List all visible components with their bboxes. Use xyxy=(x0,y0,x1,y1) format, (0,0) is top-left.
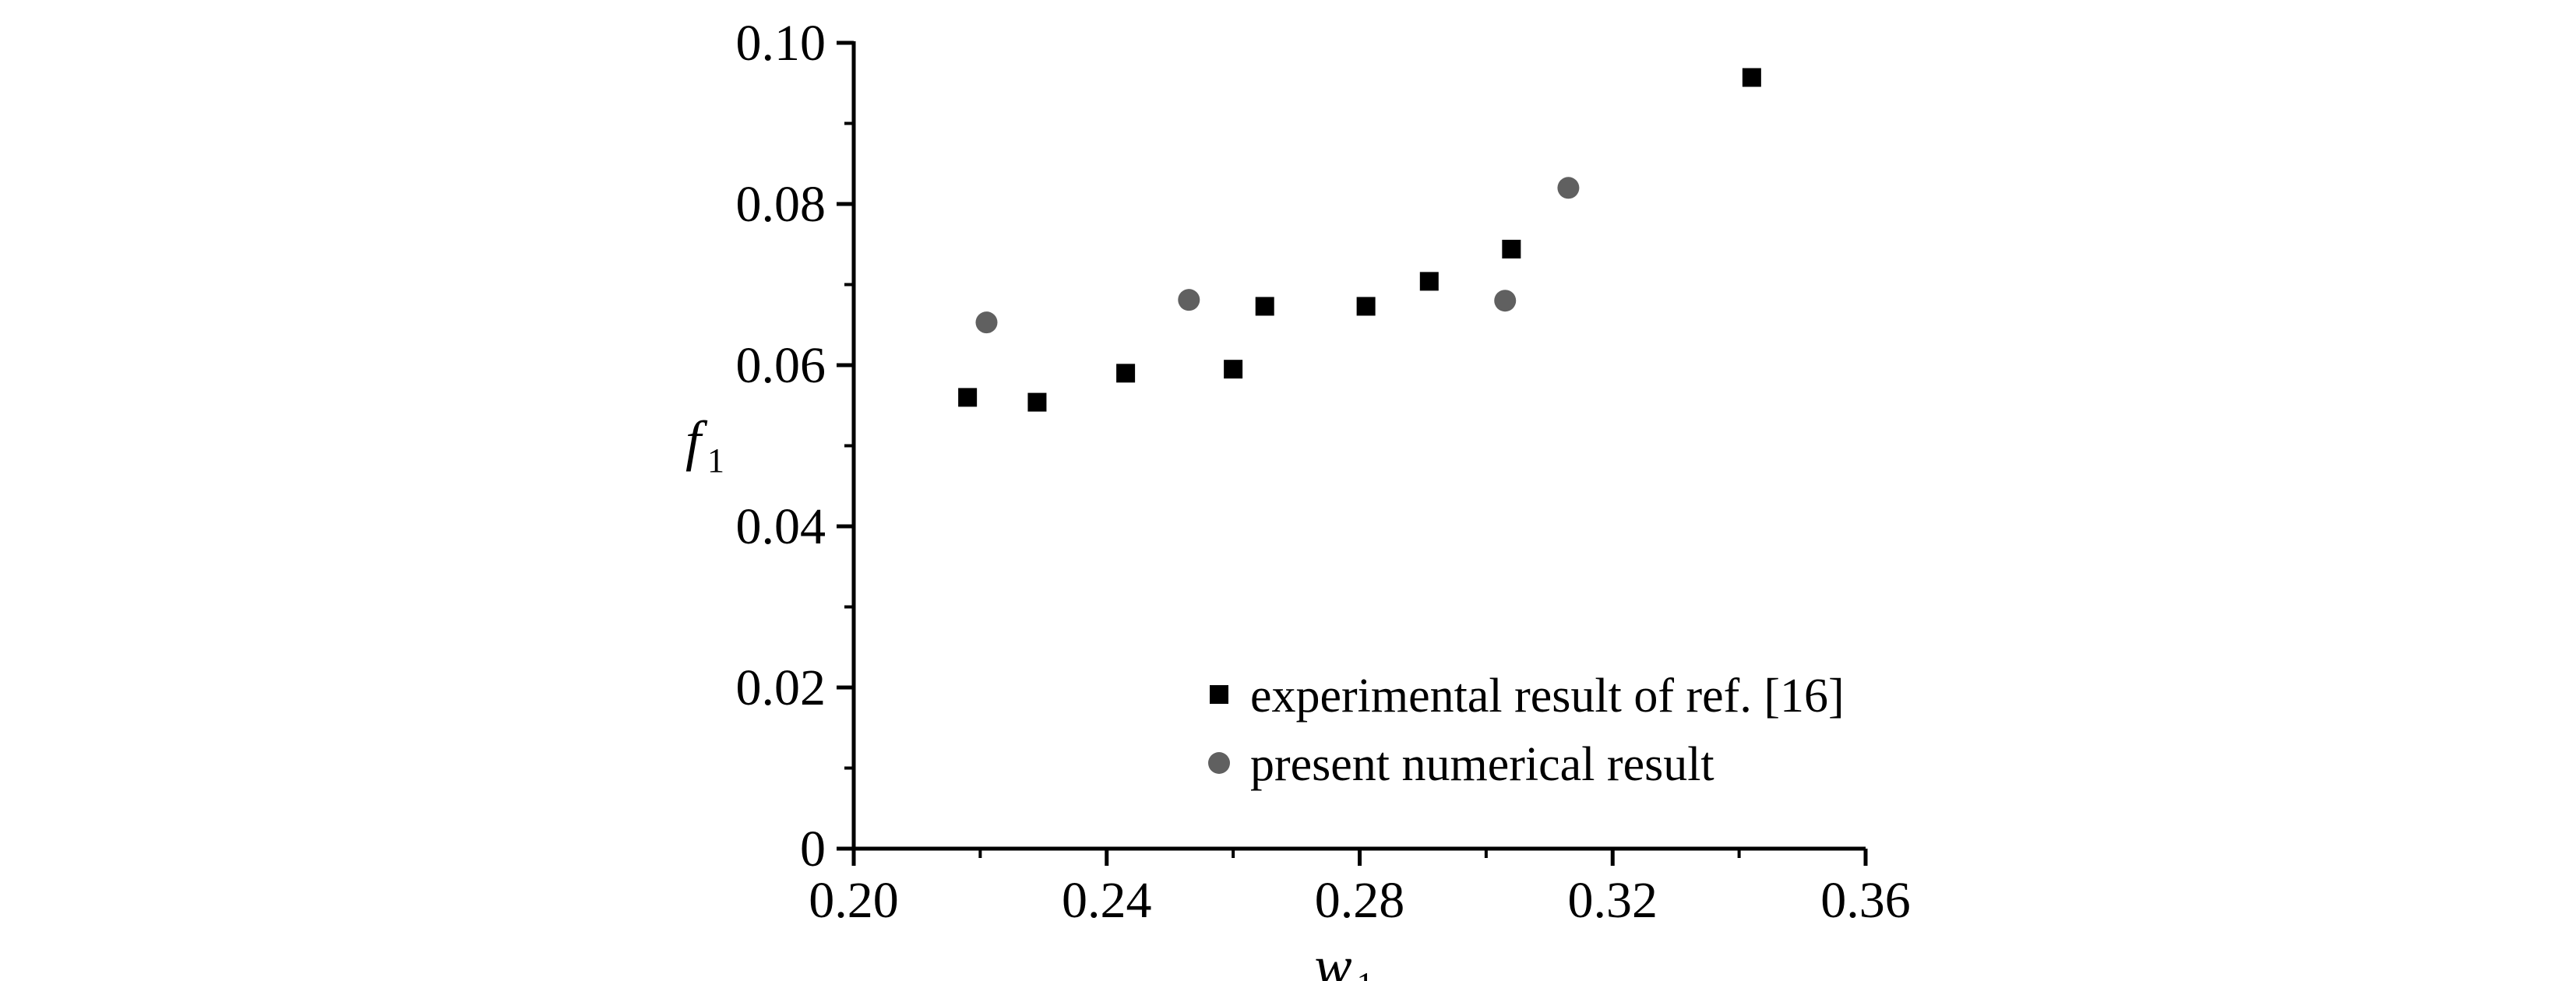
legend-marker xyxy=(1208,752,1230,774)
x-axis-label: w1 xyxy=(1314,935,1373,981)
experimental-point xyxy=(1116,364,1136,383)
experimental-point xyxy=(1224,360,1243,379)
numerical-point xyxy=(975,311,998,334)
x-tick-label: 0.32 xyxy=(1568,872,1658,929)
numerical-point xyxy=(1557,177,1580,199)
legend: experimental result of ref. [16] present … xyxy=(1208,670,1845,791)
x-tick-label: 0.24 xyxy=(1062,872,1152,929)
legend-label: present numerical result xyxy=(1250,738,1714,791)
experimental-point xyxy=(1502,239,1521,258)
y-tick-label: 0.10 xyxy=(736,15,826,72)
y-tick-label: 0 xyxy=(800,821,826,877)
y-tick-label: 0.02 xyxy=(736,659,826,716)
y-tick-label: 0.06 xyxy=(736,337,826,394)
y-tick-label: 0.08 xyxy=(736,176,826,233)
experimental-point xyxy=(1419,272,1439,291)
x-tick-label: 0.20 xyxy=(809,872,899,929)
experimental-point xyxy=(1742,68,1761,87)
legend-marker xyxy=(1210,685,1228,704)
legend-label: experimental result of ref. [16] xyxy=(1250,670,1845,723)
y-tick-label: 0.04 xyxy=(736,498,826,555)
experimental-point xyxy=(1356,297,1376,316)
numerical-point xyxy=(1494,290,1517,312)
experimental-point xyxy=(958,388,978,407)
data-marks xyxy=(958,68,1761,412)
x-tick-label: 0.36 xyxy=(1820,872,1911,929)
axes-group: 0.20 0.24 0.28 0.32 0.36 0 0.02 0.04 0.06 0.08 0.1… xyxy=(685,15,1911,981)
experimental-point xyxy=(1255,297,1274,316)
experimental-point xyxy=(1027,392,1047,412)
x-tick-label: 0.28 xyxy=(1315,872,1405,929)
numerical-point xyxy=(1178,289,1200,311)
